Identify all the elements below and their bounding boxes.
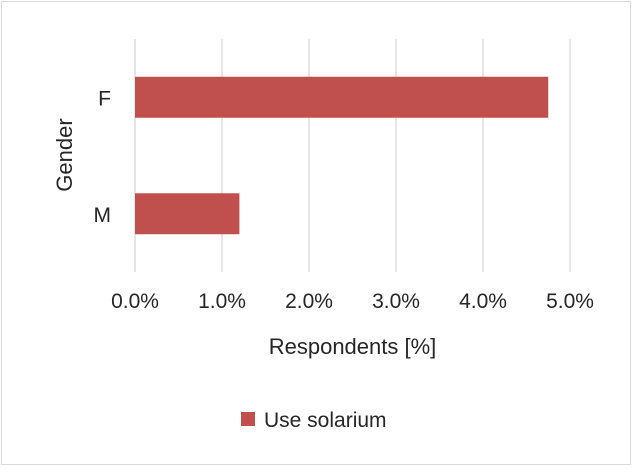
bars [135,76,549,235]
bar-m [135,193,240,235]
x-tick-label-1: 1.0% [198,290,246,313]
x-axis-title: Respondents [%] [269,334,437,359]
x-tick-label-2: 2.0% [285,290,333,313]
x-tick-label-5: 5.0% [546,290,594,313]
category-label-f: F [98,87,111,110]
legend: Use solarium [241,409,387,432]
x-tick-label-4: 4.0% [459,290,507,313]
x-tick-labels: 0.0% 1.0% 2.0% 3.0% 4.0% 5.0% [111,290,594,313]
category-label-m: M [94,204,112,227]
legend-label: Use solarium [264,409,387,432]
y-axis-title: Gender [52,118,77,191]
gridlines [134,39,571,272]
category-labels: FM [94,87,112,227]
x-tick-label-0: 0.0% [111,290,159,313]
bar-f [135,76,549,118]
x-tick-label-3: 3.0% [372,290,420,313]
legend-swatch [241,412,255,426]
